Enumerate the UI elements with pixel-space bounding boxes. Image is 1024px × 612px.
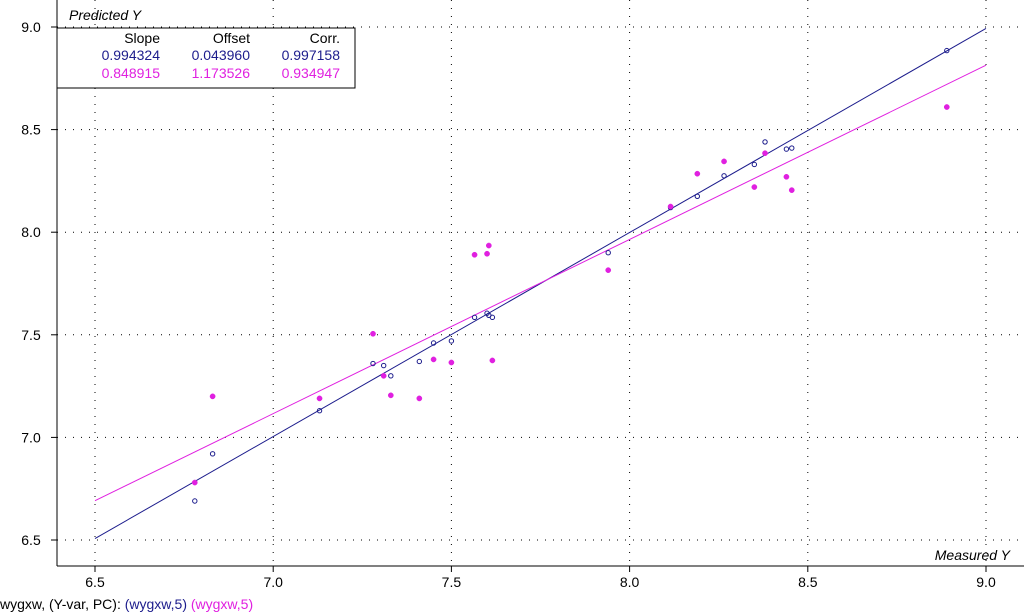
data-point-s2-6 [416, 395, 423, 402]
y-axis-title: Predicted Y [69, 7, 143, 23]
x-tick-label-5: 9.0 [976, 574, 996, 590]
x-tick-label-3: 8.0 [620, 574, 640, 590]
legend-box [56, 27, 356, 89]
data-point-s1-5 [388, 373, 394, 379]
data-point-s1-7 [430, 340, 437, 346]
data-point-s2-0 [191, 479, 198, 486]
data-point-s2-5 [387, 392, 394, 399]
data-point-s2-11 [485, 242, 492, 249]
y-tick-label-3: 8.0 [21, 224, 41, 240]
data-point-s2-8 [448, 359, 455, 366]
data-point-s1-16 [721, 173, 727, 179]
legend-row1-offset: 0.043960 [192, 47, 251, 63]
status-line: wygxw, (Y-var, PC): (wygxw,5) (wygxw,5) [0, 596, 1024, 612]
data-point-s2-21 [943, 104, 950, 110]
data-points [191, 47, 950, 504]
data-point-s1-3 [370, 360, 376, 367]
y-tick-label-1: 7.0 [21, 429, 41, 445]
x-tick-label-4: 8.5 [798, 574, 818, 590]
data-point-s1-9 [471, 314, 478, 321]
data-point-s1-1 [209, 451, 216, 457]
y-tick-label-0: 6.5 [21, 532, 41, 548]
axes [56, 0, 1024, 567]
legend-row2-corr: 0.934947 [282, 65, 341, 81]
fit-lines [94, 28, 987, 539]
data-point-s1-4 [380, 362, 387, 369]
legend-header-offset: Offset [213, 30, 250, 46]
x-tick-label-2: 7.5 [442, 574, 462, 590]
data-point-s1-2 [316, 408, 323, 414]
x-axis-title: Measured Y [935, 547, 1012, 563]
data-point-s1-18 [762, 139, 768, 145]
status-series-1: (wygxw,5) [124, 596, 187, 612]
data-point-s2-2 [316, 395, 323, 402]
data-point-s1-17 [751, 161, 758, 168]
data-point-s2-1 [209, 393, 216, 400]
y-tick-label-4: 8.5 [21, 122, 41, 138]
data-point-s2-10 [484, 250, 490, 257]
scatter-plot: 6.5 7.0 7.5 8.0 8.5 9.0 6.5 7.0 7.5 8.0 8.5 9.0 Pr… [0, 0, 1024, 596]
data-point-s2-19 [783, 173, 790, 180]
data-point-s1-0 [192, 498, 198, 504]
data-point-s1-20 [789, 145, 795, 151]
y-tick-labels: 6.5 7.0 7.5 8.0 8.5 9.0 [21, 19, 57, 548]
legend-row2-slope: 0.848915 [102, 65, 161, 81]
data-point-s2-14 [667, 203, 674, 210]
fit-line-2 [94, 64, 987, 502]
y-tick-label-2: 7.5 [21, 327, 41, 343]
x-tick-labels: 6.5 7.0 7.5 8.0 8.5 9.0 [85, 566, 996, 590]
plot-background [0, 0, 1024, 596]
y-tick-label-5: 9.0 [21, 19, 41, 35]
data-point-s1-12 [489, 314, 496, 321]
x-tick-label-0: 6.5 [85, 574, 105, 590]
data-point-s2-9 [471, 251, 478, 258]
status-series-2: (wygxw,5) [190, 596, 254, 612]
legend-row1-corr: 0.997158 [282, 47, 341, 63]
data-point-s2-12 [489, 357, 496, 364]
legend-row2-offset: 1.173526 [192, 65, 251, 81]
legend-header-slope: Slope [124, 30, 160, 46]
status-prefix: wygxw, (Y-var, PC): [0, 596, 121, 612]
legend-row1-slope: 0.994324 [102, 47, 161, 63]
data-point-s2-3 [370, 330, 376, 337]
data-point-s1-15 [694, 193, 701, 199]
data-point-s2-15 [694, 170, 701, 177]
legend-header-corr: Corr. [310, 30, 340, 46]
legend: Slope Offset Corr. 0.994324 0.043960 0.9… [56, 27, 356, 89]
data-point-s1-8 [448, 338, 455, 344]
data-point-s2-20 [788, 187, 795, 193]
data-point-s1-13 [605, 250, 611, 256]
data-point-s2-13 [605, 267, 612, 274]
x-tick-label-1: 7.0 [263, 574, 283, 590]
data-point-s2-4 [380, 372, 387, 379]
data-point-s1-21 [944, 47, 950, 54]
data-point-s2-7 [430, 356, 437, 363]
data-point-s2-18 [762, 150, 768, 157]
data-point-s2-17 [751, 184, 758, 190]
data-point-s1-6 [416, 358, 423, 365]
data-point-s1-19 [783, 146, 790, 152]
data-point-s2-16 [721, 158, 727, 165]
